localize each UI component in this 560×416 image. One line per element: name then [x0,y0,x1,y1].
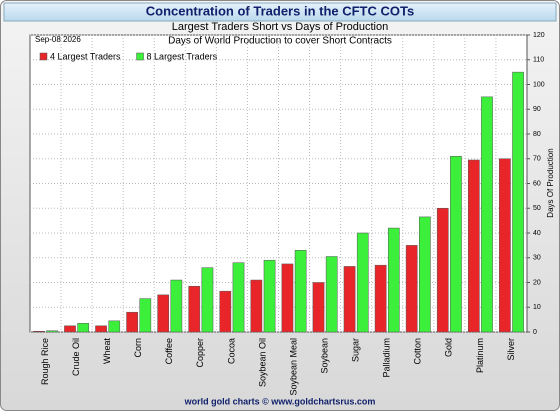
bar [95,325,107,333]
x-tick-label: Cocoa [226,338,236,364]
bar [467,159,480,333]
x-tick-label: Rough Rice [40,338,50,385]
bar [294,250,307,333]
x-tick-label: Wheat [102,338,112,365]
bar [126,311,138,333]
plot-note: Days of World Production to cover Short … [168,36,392,47]
bar [405,245,418,333]
bar [436,208,449,333]
x-tick-label: Coffee [164,338,174,364]
y-tick-label: 120 [533,32,545,39]
date: Sep-08 2026 [35,35,81,44]
y-axis-label: Days Of Production [546,148,555,217]
bar [77,323,90,333]
y-tick-label: 60 [533,180,541,187]
y-tick-label: 10 [533,304,541,311]
x-tick-label: Sugar [351,338,361,362]
y-tick-label: 0 [533,329,537,336]
bar [325,256,338,333]
bar [157,294,170,333]
x-tick-label: Corn [133,338,143,358]
bar [188,285,201,333]
bar [33,331,45,333]
bar [281,263,294,333]
bar [374,264,387,333]
x-tick-label: Gold [444,338,454,357]
chart-title: Concentration of Traders in the CFTC COT… [146,3,414,18]
x-tick-label: Soybean Meal [288,338,298,396]
bar [139,298,152,333]
bar [512,71,524,333]
bar [64,325,76,333]
y-tick-label: 40 [533,230,541,237]
x-tick-label: Palladium [382,338,392,378]
bar [419,216,431,333]
legend-label: 8 Largest Traders [147,51,218,61]
bar [170,279,183,333]
x-tick-label: Copper [195,338,205,368]
y-tick-label: 30 [533,255,541,262]
y-tick-label: 70 [533,156,541,163]
footer: world gold charts © www.goldchartsrus.co… [184,396,376,406]
chart-subtitle: Largest Traders Short vs Days of Product… [172,21,388,33]
bar [356,232,369,333]
bar [343,266,356,333]
bar [312,282,325,333]
bar [201,267,214,333]
y-tick-label: 20 [533,279,541,286]
bar [232,262,245,333]
x-tick-label: Silver [506,338,516,361]
y-tick-label: 110 [533,57,544,64]
x-tick-label: Soybean [319,338,329,374]
bar [250,279,263,333]
bar [219,290,232,333]
bar [387,227,400,333]
legend-swatch [39,52,48,61]
bar [263,259,276,333]
bar [108,320,121,333]
y-tick-label: 80 [533,131,541,138]
y-tick-label: 50 [533,205,541,212]
title-banner [3,2,557,22]
x-tick-label: Platinum [475,338,485,373]
x-tick-label: Crude Oil [71,338,81,376]
y-tick-label: 100 [533,81,545,88]
bar [46,330,58,333]
x-tick-label: Cotton [413,338,423,365]
bar [450,156,462,333]
legend-swatch [136,52,144,61]
legend-label: 4 Largest Traders [50,51,121,61]
bar [481,96,493,333]
x-tick-label: Soybean Oil [257,338,267,387]
y-tick-label: 90 [533,106,541,113]
bar [499,158,511,333]
